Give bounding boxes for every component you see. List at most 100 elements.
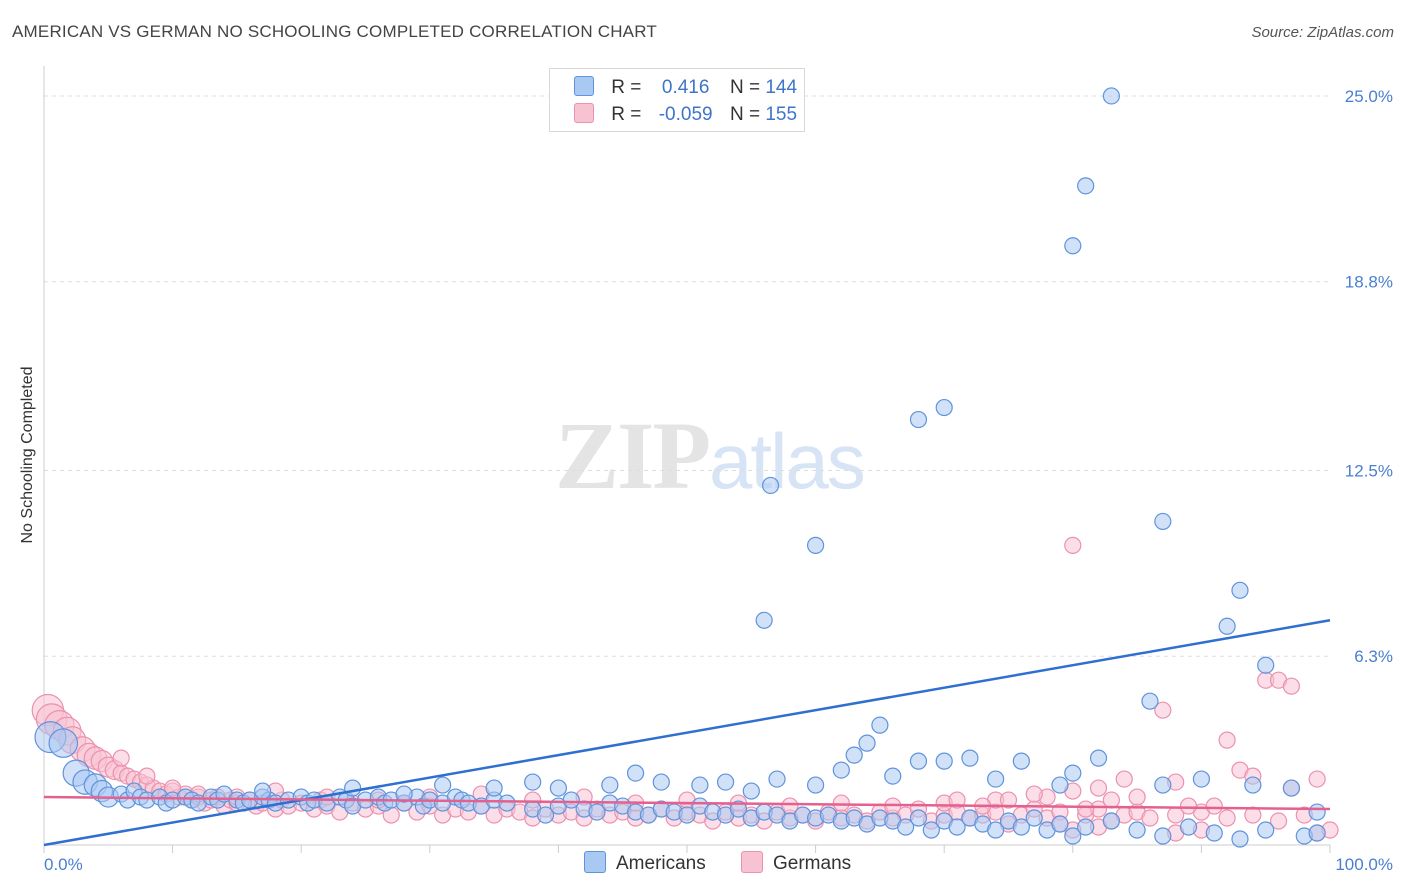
legend-americans-r-label: R = xyxy=(611,77,642,98)
americans-point xyxy=(562,791,580,809)
americans-point xyxy=(935,398,953,417)
germans-point xyxy=(1154,701,1172,719)
americans-point xyxy=(1218,617,1236,635)
x-tick-label-max: 100.0% xyxy=(1335,855,1393,874)
americans-point xyxy=(806,776,825,794)
americans-trend-line xyxy=(43,619,1331,847)
germans-point xyxy=(999,791,1018,809)
americans-point xyxy=(961,749,979,767)
americans-point xyxy=(344,779,362,797)
americans-point xyxy=(1231,581,1249,599)
legend-row-germans: R = -0.059 N = 155 xyxy=(574,103,797,127)
germans-point xyxy=(1282,677,1301,695)
americans-point xyxy=(536,806,555,824)
americans-point xyxy=(845,746,863,764)
y-tick-label: 6.3% xyxy=(1354,647,1393,666)
americans-point xyxy=(498,794,516,812)
americans-point xyxy=(935,752,953,770)
legend-americans-n-value: 144 xyxy=(765,77,798,98)
americans-point xyxy=(48,728,79,758)
americans-point xyxy=(1257,656,1275,674)
germans-point xyxy=(1128,788,1146,806)
germans-point xyxy=(1115,770,1133,788)
germans-point xyxy=(1205,797,1223,815)
americans-point xyxy=(761,476,780,495)
germans-point xyxy=(1308,770,1326,788)
americans-point xyxy=(1308,824,1326,842)
americans-point xyxy=(1064,827,1082,845)
americans-point xyxy=(588,803,606,821)
americans-point xyxy=(1244,776,1262,794)
americans-point xyxy=(755,611,773,629)
americans-point xyxy=(1231,830,1249,848)
americans-point xyxy=(254,782,272,800)
americans-point xyxy=(1192,770,1211,788)
americans-point xyxy=(871,716,889,734)
americans-point xyxy=(987,770,1005,788)
germans-point xyxy=(1218,809,1236,827)
americans-point xyxy=(742,782,760,800)
watermark-atlas: atlas xyxy=(709,417,866,505)
germans-point xyxy=(1102,791,1120,809)
americans-legend-swatch xyxy=(584,851,606,873)
americans-point xyxy=(1179,818,1198,836)
germans-point xyxy=(948,791,966,809)
x-tick-label-min: 0.0% xyxy=(44,855,83,874)
americans-point xyxy=(1051,776,1069,794)
germans-legend-swatch xyxy=(741,851,763,873)
americans-point xyxy=(1141,692,1159,710)
legend-americans-r-value: 0.416 xyxy=(661,77,710,98)
americans-point xyxy=(1012,752,1030,770)
americans-point xyxy=(1205,824,1223,842)
americans-point xyxy=(1051,815,1069,833)
americans-point xyxy=(524,773,542,791)
americans-point xyxy=(909,809,928,827)
americans-point xyxy=(601,776,619,794)
americans-point xyxy=(1077,818,1095,836)
grid-lines xyxy=(44,95,1330,657)
americans-point xyxy=(1154,827,1172,845)
trend-lines xyxy=(43,619,1331,847)
americans-point xyxy=(729,800,748,818)
americans-point xyxy=(626,764,645,782)
legend: R = 0.416 N = 144 R = -0.059 N = 155 xyxy=(549,68,805,132)
americans-point xyxy=(1102,87,1120,105)
americans-point xyxy=(909,752,928,770)
bottom-legend-germans: Germans xyxy=(741,851,851,875)
americans-point xyxy=(1025,809,1043,827)
y-tick-label: 18.8% xyxy=(1345,273,1393,292)
y-axis-tick-labels: 6.3% 12.5% 18.8% 25.0% xyxy=(1345,87,1393,666)
germans-point xyxy=(1025,785,1043,803)
americans-point xyxy=(1064,237,1082,255)
americans-point xyxy=(1257,821,1275,839)
germans-point xyxy=(1064,536,1082,554)
germans-point xyxy=(138,767,156,785)
americans-point xyxy=(922,821,940,839)
americans-swatch xyxy=(574,76,594,96)
americans-point xyxy=(832,761,850,779)
americans-point xyxy=(858,734,876,752)
americans-point xyxy=(987,821,1005,839)
americans-point xyxy=(485,779,503,797)
legend-germans-n-value: 155 xyxy=(765,104,798,125)
americans-point xyxy=(1128,821,1146,839)
americans-point xyxy=(909,410,928,429)
y-tick-label: 12.5% xyxy=(1345,461,1393,480)
watermark: ZIPatlas xyxy=(555,400,866,511)
americans-point xyxy=(716,773,735,791)
germans-point xyxy=(1141,809,1159,827)
legend-germans-n-label: N = xyxy=(729,104,761,125)
americans-point xyxy=(434,776,452,794)
americans-point xyxy=(395,785,413,803)
germans-point xyxy=(112,749,130,767)
legend-germans-r-value: -0.059 xyxy=(658,104,713,125)
americans-point xyxy=(1154,512,1172,531)
watermark-zip: ZIP xyxy=(555,402,711,509)
americans-point xyxy=(1102,812,1120,830)
legend-germans-r-label: R = xyxy=(611,104,642,125)
americans-point xyxy=(1154,776,1172,794)
germans-point xyxy=(1269,812,1288,830)
chart-title: AMERICAN VS GERMAN NO SCHOOLING COMPLETE… xyxy=(12,22,657,41)
germans-point xyxy=(1179,797,1198,815)
